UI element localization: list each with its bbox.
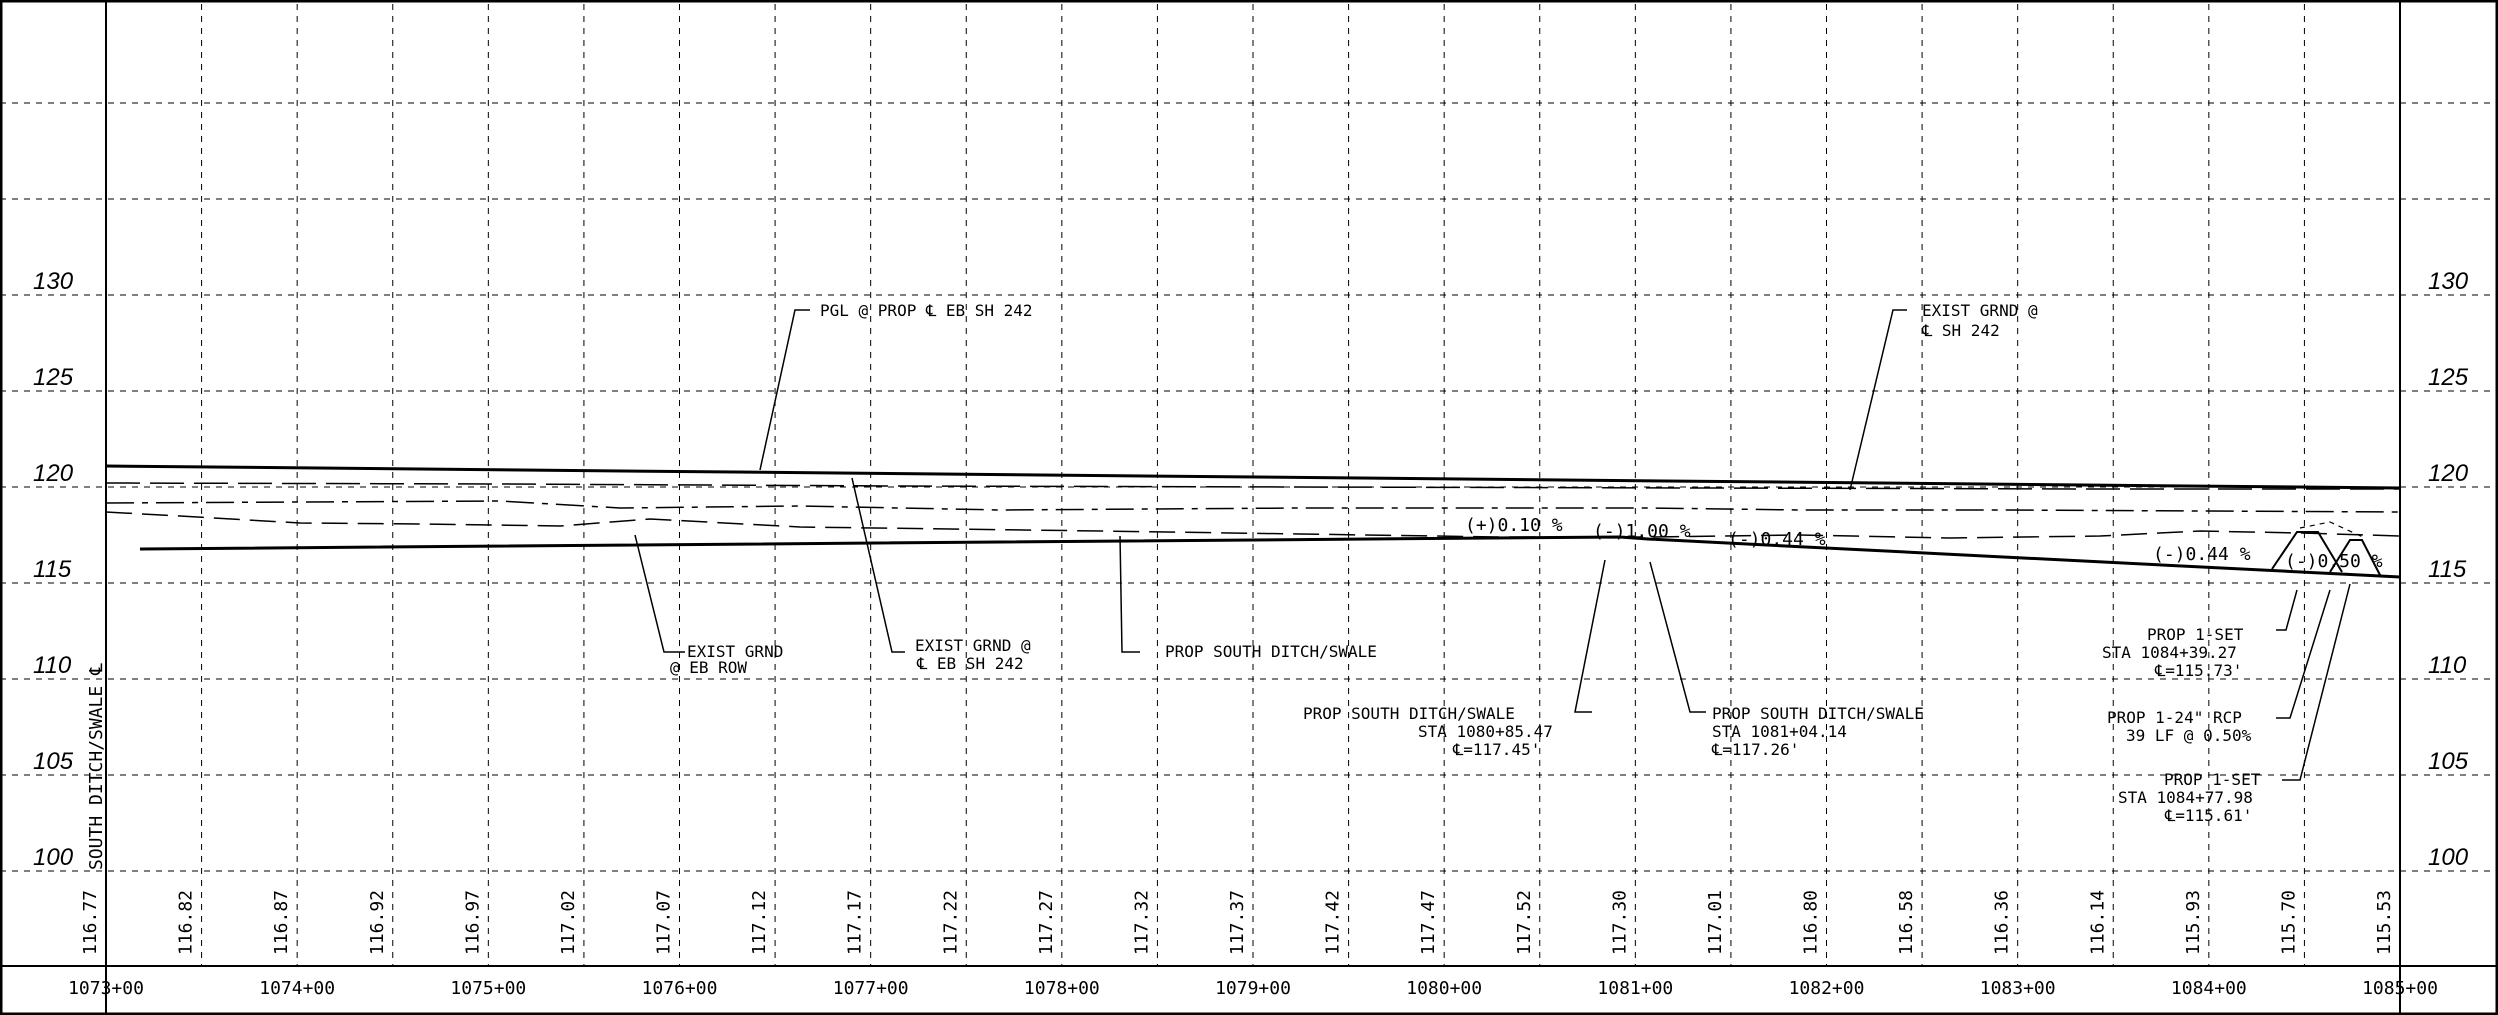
grade-label-4: (-)0.44 %	[2153, 544, 2251, 565]
elevation-label-left: 120	[33, 460, 74, 487]
bottom-elevation-value: 115.93	[2183, 890, 2204, 955]
bottom-elevation-value: 117.47	[1418, 890, 1439, 955]
grade-label-3: (-)0.44 %	[1728, 529, 1826, 550]
bottom-elevation-value: 116.82	[176, 890, 197, 955]
pd2-label-1: PROP SOUTH DITCH/SWALE	[1712, 704, 1924, 723]
bottom-elevation-value: 117.17	[845, 890, 866, 955]
station-label: 1082+00	[1789, 978, 1865, 999]
prop-ditch-line	[139, 535, 2401, 579]
set1-label-3: ℄=115.73'	[2154, 661, 2242, 680]
bottom-elevation-value: 117.07	[654, 890, 675, 955]
elevation-label-left: 115	[33, 556, 72, 583]
pd2-label-2: STA 1081+04.14	[1712, 722, 1847, 741]
elevation-label-left: 130	[33, 268, 74, 295]
station-label: 1075+00	[450, 978, 526, 999]
set-1	[2271, 531, 2343, 573]
set2-label-1: PROP 1-SET	[2164, 770, 2261, 789]
bottom-elevation-value: 117.22	[940, 890, 961, 955]
pd2-label-3: ℄=117.26'	[1711, 740, 1799, 759]
bottom-elevation-value: 115.53	[2374, 890, 2395, 955]
grade-labels: (+)0.10 % (-)1.00 % (-)0.44 % (-)0.44 % …	[1465, 515, 2383, 572]
station-label: 1084+00	[2171, 978, 2247, 999]
set1-label-2: STA 1084+39.27	[2102, 643, 2237, 662]
bottom-elevation-value: 116.36	[1992, 890, 2013, 955]
bottom-elevation-value: 115.70	[2278, 890, 2299, 955]
elevation-labels: 130 130 125 125 120 120 115 115 110 110 105 105 100 1…	[33, 268, 2469, 871]
grade-label-5: (-)0.50 %	[2285, 551, 2383, 572]
elevation-label-right: 110	[2428, 652, 2467, 679]
elevation-label-right: 125	[2428, 364, 2469, 391]
bottom-elevation-value: 116.97	[462, 890, 483, 955]
elevation-label-left: 110	[33, 652, 72, 679]
grade-label-1: (+)0.10 %	[1465, 515, 1563, 536]
exist-eb-label-2: ℄ EB SH 242	[916, 654, 1024, 673]
bottom-elevation-value: 117.01	[1705, 890, 1726, 955]
bottom-elevation-value: 116.58	[1896, 890, 1917, 955]
exist-eb-label-1: EXIST GRND @	[915, 636, 1031, 655]
station-label: 1076+00	[642, 978, 718, 999]
set1-label-1: PROP 1-SET	[2147, 625, 2244, 644]
rcp-label-1: PROP 1-24" RCP	[2107, 708, 2242, 727]
station-label: 1077+00	[833, 978, 909, 999]
pd1-label-3: ℄=117.45'	[1452, 740, 1540, 759]
exist-grnd-eb-line	[105, 500, 2401, 513]
bottom-elevation-value: 116.77	[80, 890, 101, 955]
elevation-label-right: 120	[2428, 460, 2469, 487]
prop-ditch-label: PROP SOUTH DITCH/SWALE	[1165, 642, 1377, 661]
station-labels: 1073+00 1074+00 1075+00 1076+00 1077+00 1078+…	[68, 978, 2438, 999]
bottom-elevation-value: 116.87	[271, 890, 292, 955]
station-label: 1074+00	[259, 978, 335, 999]
station-label: 1073+00	[68, 978, 144, 999]
bottom-elevation-value: 117.37	[1227, 890, 1248, 955]
station-label: 1080+00	[1406, 978, 1482, 999]
exist-grnd-row-line	[105, 511, 2401, 539]
elevation-label-left: 100	[33, 844, 74, 871]
pd1-label-1: PROP SOUTH DITCH/SWALE	[1303, 704, 1515, 723]
exist-grnd-cl-line	[105, 482, 2400, 490]
bottom-elevation-value: 117.12	[749, 890, 770, 955]
pd1-label-2: STA 1080+85.47	[1418, 722, 1553, 741]
station-label: 1085+00	[2362, 978, 2438, 999]
bottom-elevation-value: 117.02	[558, 890, 579, 955]
elevation-label-right: 105	[2428, 748, 2469, 775]
elevation-label-right: 100	[2428, 844, 2469, 871]
elevation-label-right: 115	[2428, 556, 2467, 583]
elevation-label-left: 125	[33, 364, 74, 391]
rcp-label-2: 39 LF @ 0.50%	[2126, 726, 2252, 745]
elevation-label-left: 105	[33, 748, 74, 775]
station-label: 1079+00	[1215, 978, 1291, 999]
profile-lines	[105, 464, 2401, 579]
set-connector	[2299, 521, 2366, 539]
bottom-elevation-value: 116.14	[2087, 890, 2108, 955]
bottom-elevation-value: 117.30	[1609, 890, 1630, 955]
set2-label-3: ℄=115.61'	[2164, 806, 2252, 825]
bottom-elevation-value: 117.27	[1036, 890, 1057, 955]
station-label: 1083+00	[1980, 978, 2056, 999]
y-axis-label: SOUTH DITCH/SWALE ℄	[86, 663, 107, 870]
bottom-elevation-value: 117.52	[1514, 890, 1535, 955]
exist-row-label-1: EXIST GRND	[687, 642, 783, 661]
bottom-elevation-values: 116.77 116.82 116.87 116.92 116.97 117.02 117.…	[80, 890, 2395, 955]
set-2	[2329, 539, 2381, 576]
annotations: PGL @ PROP ℄ EB SH 242 EXIST GRND @ ℄ SH…	[670, 301, 2261, 825]
set2-label-2: STA 1084+77.98	[2118, 788, 2253, 807]
bottom-elevation-value: 117.42	[1323, 890, 1344, 955]
pgl-label: PGL @ PROP ℄ EB SH 242	[820, 301, 1033, 320]
grade-label-2: (-)1.00 %	[1593, 521, 1691, 542]
bottom-elevation-value: 117.32	[1131, 890, 1152, 955]
elevation-label-right: 130	[2428, 268, 2469, 295]
station-label: 1081+00	[1597, 978, 1673, 999]
pgl-line	[105, 464, 2401, 490]
exist-grnd-cl-label-2: ℄ SH 242	[1921, 321, 2000, 340]
bottom-elevation-value: 116.80	[1801, 890, 1822, 955]
annotation-leaders	[634, 309, 2351, 781]
exist-grnd-cl-label-1: EXIST GRND @	[1922, 301, 2038, 320]
station-label: 1078+00	[1024, 978, 1100, 999]
bottom-elevation-value: 116.92	[367, 890, 388, 955]
exist-row-label-2: @ EB ROW	[670, 658, 747, 677]
